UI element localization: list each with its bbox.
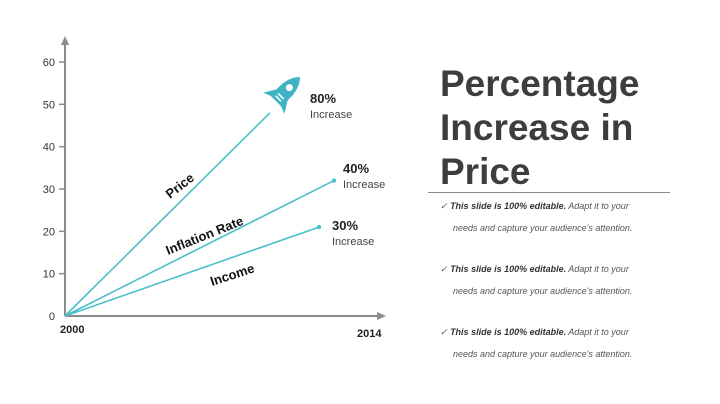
slide-title: Percentage Increase in Price (440, 63, 640, 192)
svg-text:Increase: Increase (310, 109, 352, 121)
y-axis-ticks: 0 10 20 30 40 50 60 (43, 57, 65, 323)
title-divider (428, 192, 670, 193)
y-tick-label: 60 (43, 57, 55, 69)
check-icon: ✓ (440, 264, 448, 274)
line-chart: 0 10 20 30 40 50 60 2000 2014 Price Inflation … (43, 36, 386, 340)
y-tick-label: 0 (49, 311, 55, 323)
series-end-dot (331, 178, 337, 183)
x-tick-label: 2014 (357, 328, 382, 340)
bullet-item: ✓ This slide is 100% editable. Adapt it … (440, 327, 633, 359)
series-label-inflation-rate: Inflation Rate (164, 213, 246, 258)
series-line (64, 179, 335, 317)
y-tick-label: 10 (43, 269, 55, 281)
svg-text:Increase: Increase (343, 179, 385, 191)
bullet-item: ✓ This slide is 100% editable. Adapt it … (440, 264, 633, 296)
check-icon: ✓ (440, 327, 448, 337)
end-label-income: 30% Increase (332, 218, 374, 248)
y-tick-label: 50 (43, 99, 55, 111)
bullet-item: ✓ This slide is 100% editable. Adapt it … (440, 201, 633, 233)
svg-text:40%: 40% (343, 161, 369, 176)
series-line (64, 112, 271, 317)
series-label-price: Price (163, 170, 197, 201)
svg-text:30%: 30% (332, 218, 358, 233)
end-label-price: 80% Increase (310, 91, 352, 121)
end-label-inflation-rate: 40% Increase (343, 161, 385, 191)
y-tick-label: 20 (43, 226, 55, 238)
chart-axes (61, 36, 386, 320)
x-axis-labels: 2000 2014 (60, 324, 382, 340)
series-end-dot (316, 224, 322, 230)
x-tick-label: 2000 (60, 324, 84, 336)
y-axis-arrow-icon (61, 36, 69, 45)
svg-text:80%: 80% (310, 91, 336, 106)
y-tick-label: 30 (43, 184, 55, 196)
series-label-income: Income (208, 261, 256, 289)
chart-series (64, 112, 337, 317)
svg-text:Increase: Increase (332, 236, 374, 248)
check-icon: ✓ (440, 201, 448, 211)
y-tick-label: 40 (43, 142, 55, 154)
series-line (64, 226, 320, 317)
rocket-icon (263, 77, 300, 114)
x-axis-arrow-icon (377, 312, 386, 320)
